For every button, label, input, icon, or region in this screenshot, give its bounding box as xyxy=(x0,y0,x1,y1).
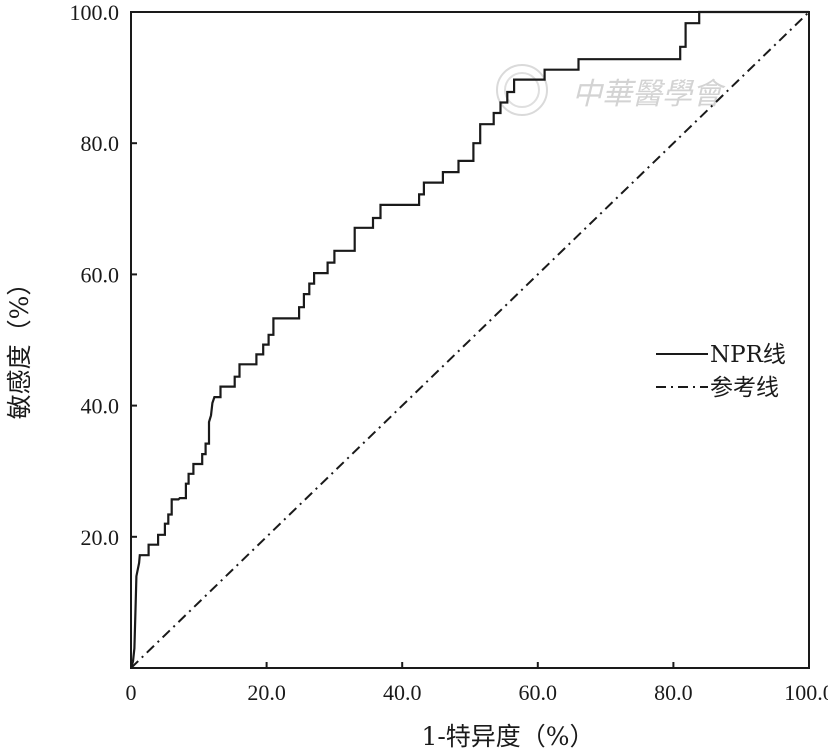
x-tick-label: 80.0 xyxy=(654,680,693,705)
x-tick-label: 0 xyxy=(126,680,137,705)
plot-frame xyxy=(130,11,810,669)
y-tick-label: 20.0 xyxy=(81,525,120,550)
watermark-seal-inner xyxy=(504,72,540,108)
legend-label-reference: 参考线 xyxy=(710,375,779,401)
watermark-seal-icon xyxy=(496,64,548,116)
y-tick-label: 60.0 xyxy=(81,262,120,287)
x-tick-label: 20.0 xyxy=(247,680,286,705)
legend: NPR线 参考线 xyxy=(656,342,786,401)
x-axis-title: 1-特异度（%） xyxy=(421,722,594,751)
x-tick-label: 100.0 xyxy=(784,680,828,705)
series-line-npr xyxy=(129,10,809,669)
watermark-text: 中華醫學會 xyxy=(572,77,726,112)
y-tick-label: 80.0 xyxy=(81,131,120,156)
series-line-reference xyxy=(130,11,810,669)
y-tick-label: 40.0 xyxy=(81,394,120,419)
y-tick-label: 100.0 xyxy=(70,0,120,25)
watermark: 中華醫學會 xyxy=(496,64,726,116)
legend-label-npr: NPR线 xyxy=(710,342,786,368)
x-tick-label: 60.0 xyxy=(519,680,558,705)
y-axis-title: 敏感度（%） xyxy=(5,271,34,420)
x-tick-label: 40.0 xyxy=(383,680,422,705)
